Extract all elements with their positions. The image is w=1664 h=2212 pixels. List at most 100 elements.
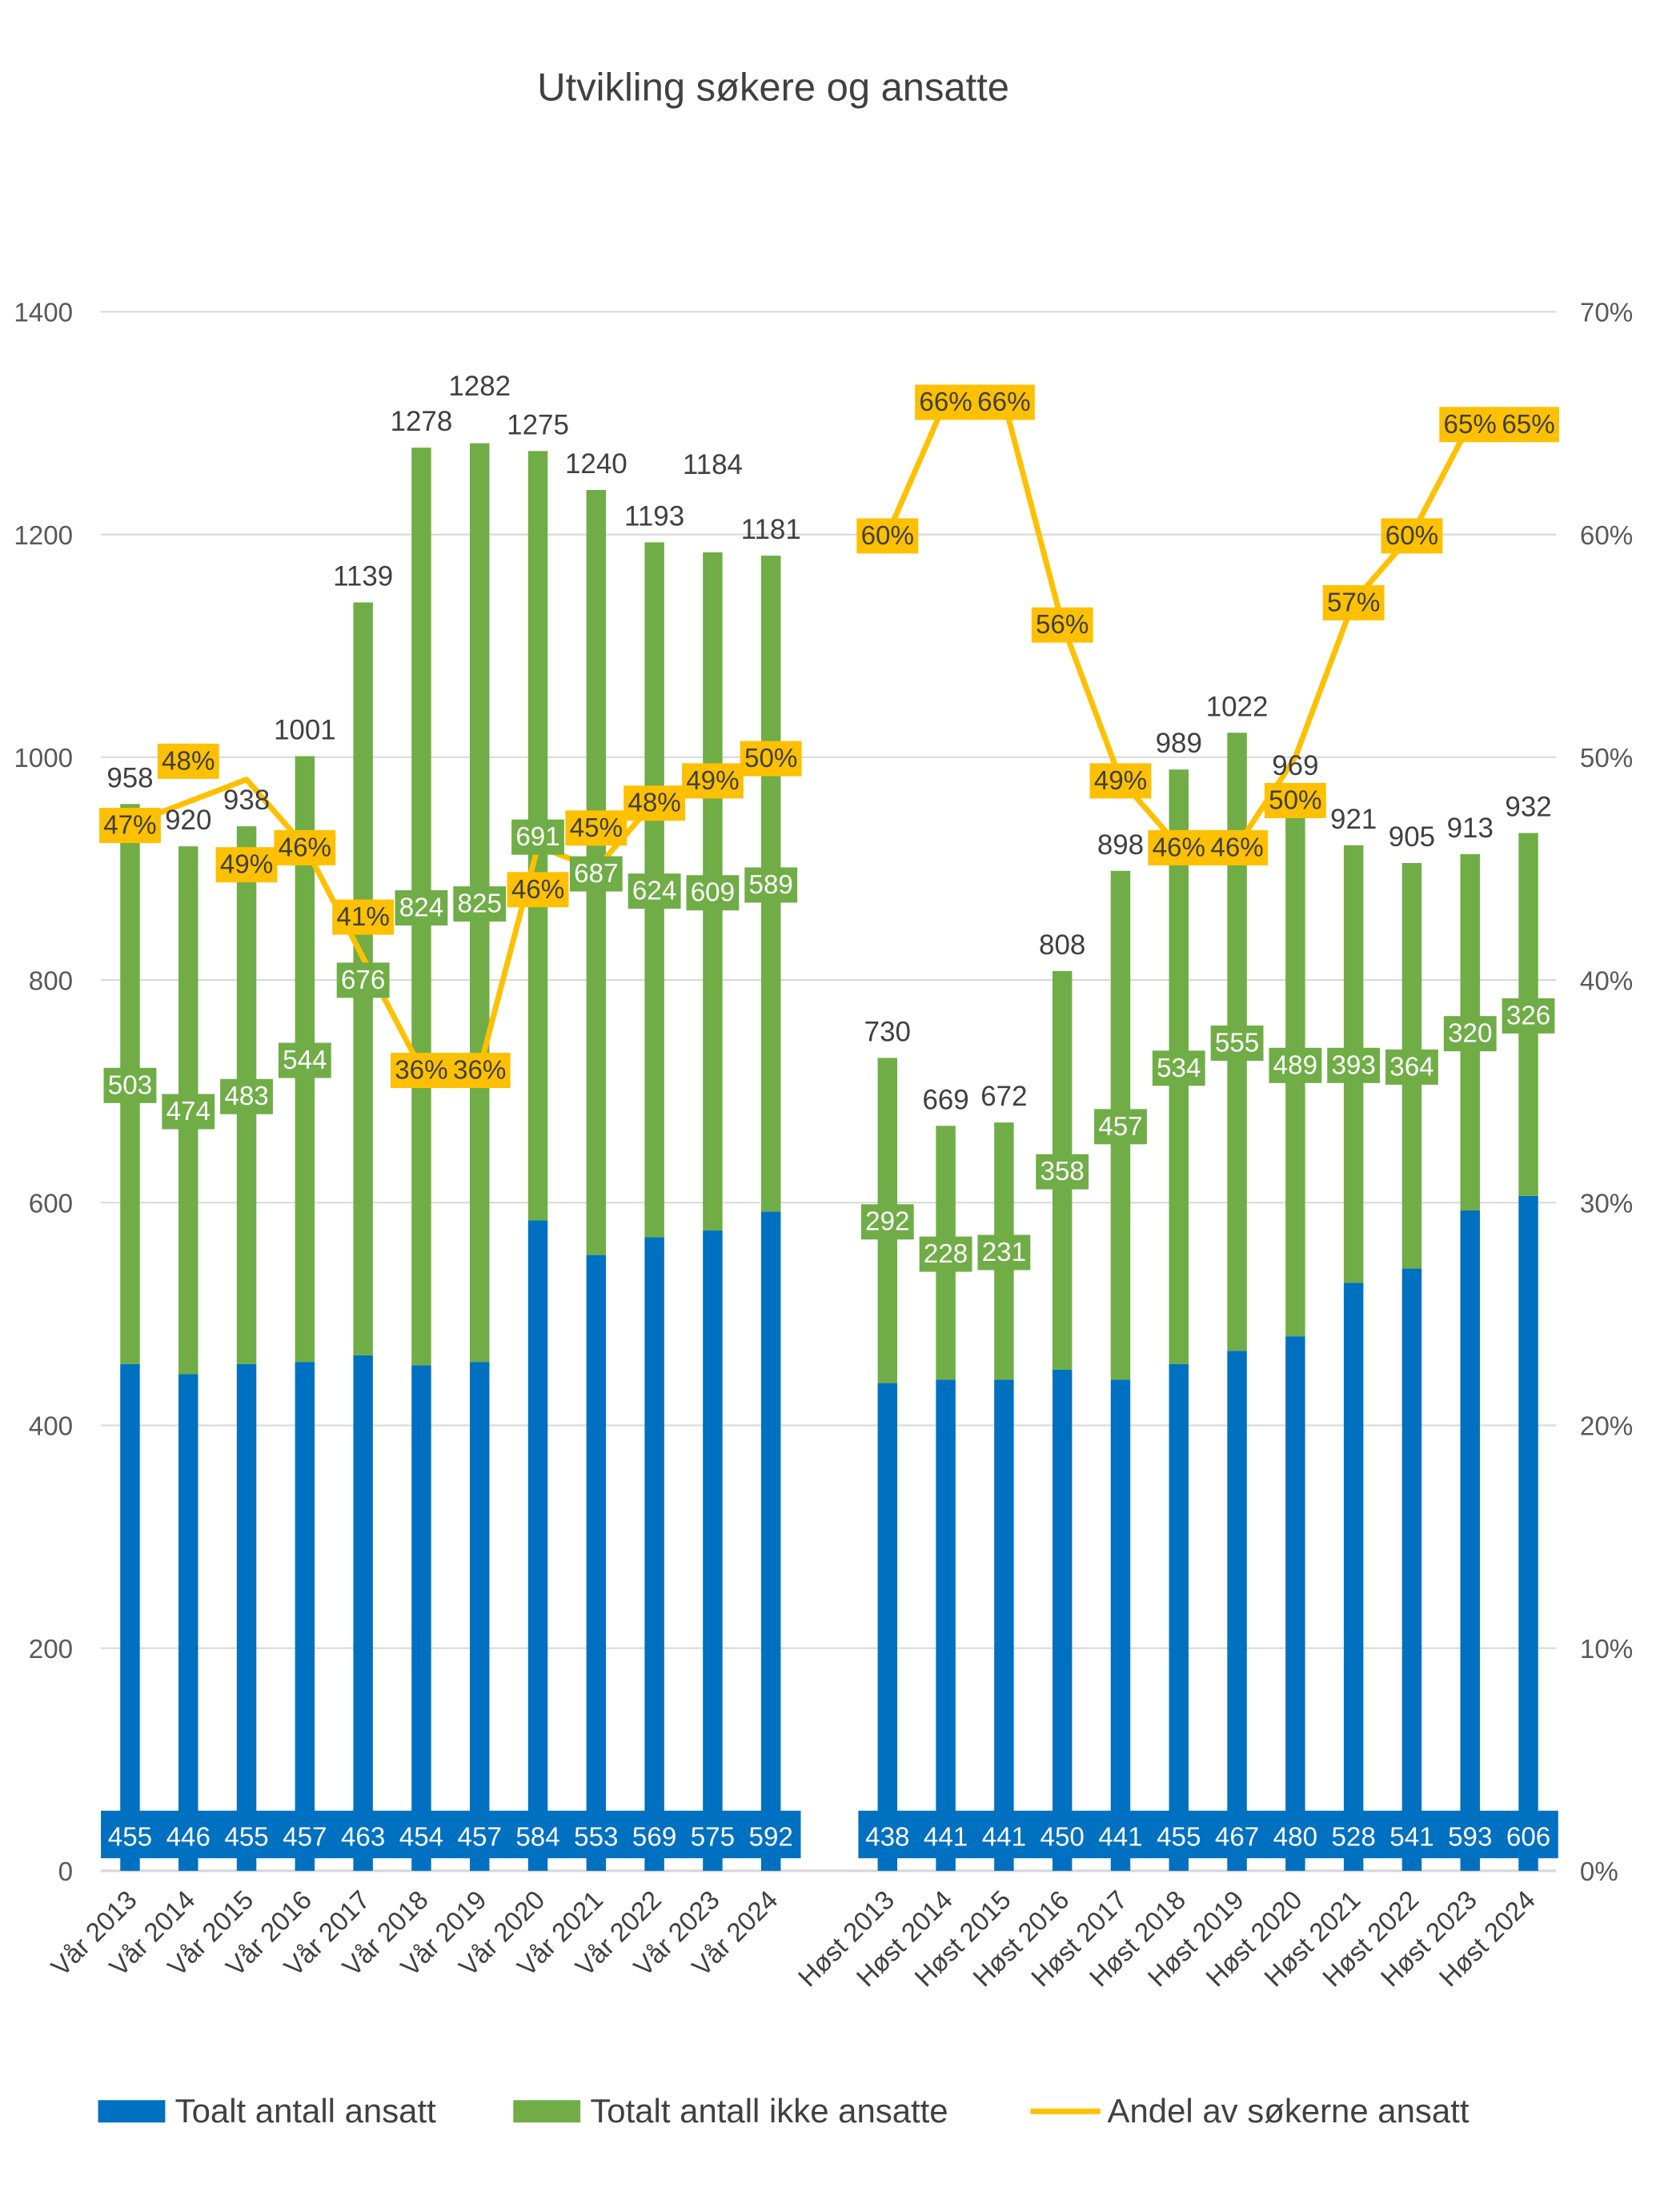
percent-label: 49% — [220, 850, 273, 880]
right-axis: 0% 10% 20% 30% 40% 50% 60% 70% — [1580, 299, 1633, 1887]
total-label: 969 — [1272, 750, 1318, 781]
legend: Toalt antall ansatt Totalt antall ikke an… — [98, 2092, 1470, 2130]
employed-label: 584 — [515, 1822, 559, 1852]
employed-label-bg — [858, 1810, 918, 1859]
employed-label-bg — [1032, 1810, 1093, 1859]
not-employed-label: 474 — [166, 1097, 211, 1126]
employed-label: 592 — [749, 1822, 793, 1852]
not-employed-label-bg — [1502, 998, 1555, 1034]
employed-label-bg — [275, 1810, 335, 1859]
total-label: 958 — [106, 762, 153, 793]
employed-label: 553 — [574, 1822, 618, 1852]
total-label: 921 — [1330, 804, 1377, 835]
employed-label-bg — [1149, 1810, 1209, 1859]
employed-label-bg — [392, 1810, 451, 1859]
total-label: 1022 — [1206, 691, 1269, 722]
data-labels: 455 446 455 457 463 454 457 584 553 569 575 592 438 4… — [99, 371, 1559, 1859]
percent-label: 65% — [1502, 410, 1554, 440]
percent-label-bg — [681, 763, 744, 799]
bar-employed — [1110, 1379, 1131, 1871]
percent-label: 41% — [336, 902, 389, 932]
not-employed-label: 320 — [1448, 1019, 1492, 1049]
left-tick-label: 0 — [58, 1857, 73, 1887]
not-employed-label-bg — [1327, 1047, 1381, 1083]
employed-label: 454 — [399, 1822, 443, 1852]
not-employed-label: 589 — [749, 870, 793, 900]
employed-label: 593 — [1448, 1822, 1492, 1852]
left-axis: 0 200 400 600 800 1000 1200 1400 — [14, 299, 73, 1887]
bar-employed — [1052, 1369, 1073, 1871]
not-employed-label: 326 — [1506, 1001, 1550, 1030]
employed-label-bg — [450, 1810, 510, 1859]
percent-label-bg — [915, 384, 977, 420]
employed-label: 455 — [1157, 1822, 1201, 1852]
not-employed-label: 231 — [982, 1238, 1026, 1267]
left-tick-label: 1000 — [14, 744, 73, 773]
total-label: 1139 — [333, 561, 393, 592]
employed-label-bg — [1324, 1810, 1384, 1859]
employed-label: 463 — [341, 1822, 385, 1852]
bar-employed — [760, 1211, 781, 1871]
percent-label-bg — [507, 872, 569, 908]
employed-label: 441 — [982, 1822, 1026, 1852]
not-employed-label-bg — [1269, 1047, 1322, 1083]
not-employed-label-bg — [919, 1236, 972, 1272]
gridlines — [101, 311, 1557, 1873]
percent-label-bg — [740, 741, 802, 777]
not-employed-label-bg — [453, 886, 507, 922]
right-tick-label: 0% — [1580, 1857, 1618, 1887]
percent-label: 60% — [861, 521, 914, 551]
not-employed-label-bg — [860, 1204, 914, 1240]
percent-label-bg — [623, 785, 686, 821]
percent-label-bg — [390, 1053, 452, 1089]
employed-label-bg — [625, 1810, 684, 1859]
bar-employed — [586, 1255, 607, 1871]
employed-label-bg — [1265, 1810, 1325, 1859]
employed-label-bg — [334, 1810, 393, 1859]
employed-label-bg — [158, 1810, 219, 1859]
not-employed-label-bg — [1385, 1049, 1438, 1085]
not-employed-label-bg — [744, 867, 798, 903]
right-tick-label: 10% — [1580, 1635, 1633, 1664]
bar-employed — [703, 1230, 723, 1871]
not-employed-label-bg — [1210, 1025, 1264, 1061]
not-employed-label: 676 — [341, 965, 385, 995]
left-tick-label: 600 — [29, 1189, 73, 1218]
legend-label: Totalt antall ikke ansatte — [590, 2092, 948, 2130]
total-label: 1278 — [391, 406, 453, 437]
bar-employed — [1343, 1283, 1364, 1871]
employed-label-bg — [1499, 1810, 1558, 1859]
total-label: 669 — [922, 1084, 968, 1115]
not-employed-label: 483 — [224, 1082, 268, 1111]
percent-label: 46% — [279, 833, 331, 862]
employed-label-bg — [1441, 1810, 1501, 1859]
employed-label-bg — [101, 1810, 160, 1859]
employed-label: 480 — [1273, 1822, 1317, 1852]
left-tick-label: 200 — [29, 1635, 73, 1664]
bar-employed — [1518, 1195, 1538, 1871]
employed-label: 575 — [691, 1822, 735, 1852]
not-employed-label-bg — [569, 856, 623, 892]
employed-label-bg — [217, 1810, 277, 1859]
employed-label: 455 — [108, 1822, 152, 1852]
percent-label-bg — [856, 518, 919, 554]
employed-label: 455 — [224, 1822, 268, 1852]
not-employed-label: 825 — [458, 889, 502, 919]
not-employed-label: 544 — [283, 1046, 327, 1075]
left-tick-label: 400 — [29, 1412, 73, 1442]
percent-label-bg — [972, 384, 1035, 420]
bar-employed — [877, 1383, 898, 1871]
employed-label: 569 — [632, 1822, 676, 1852]
not-employed-label-bg — [395, 889, 448, 925]
total-label: 932 — [1505, 791, 1551, 822]
percent-label-bg — [1381, 518, 1443, 554]
bar-employed — [1169, 1363, 1189, 1871]
not-employed-label-bg — [1443, 1016, 1497, 1052]
percent-label: 49% — [1094, 766, 1147, 796]
legend-swatch — [513, 2100, 581, 2123]
right-tick-label: 40% — [1580, 966, 1633, 996]
percent-label-bg — [1439, 407, 1502, 443]
not-employed-label: 393 — [1331, 1050, 1375, 1080]
total-label: 672 — [980, 1081, 1027, 1112]
